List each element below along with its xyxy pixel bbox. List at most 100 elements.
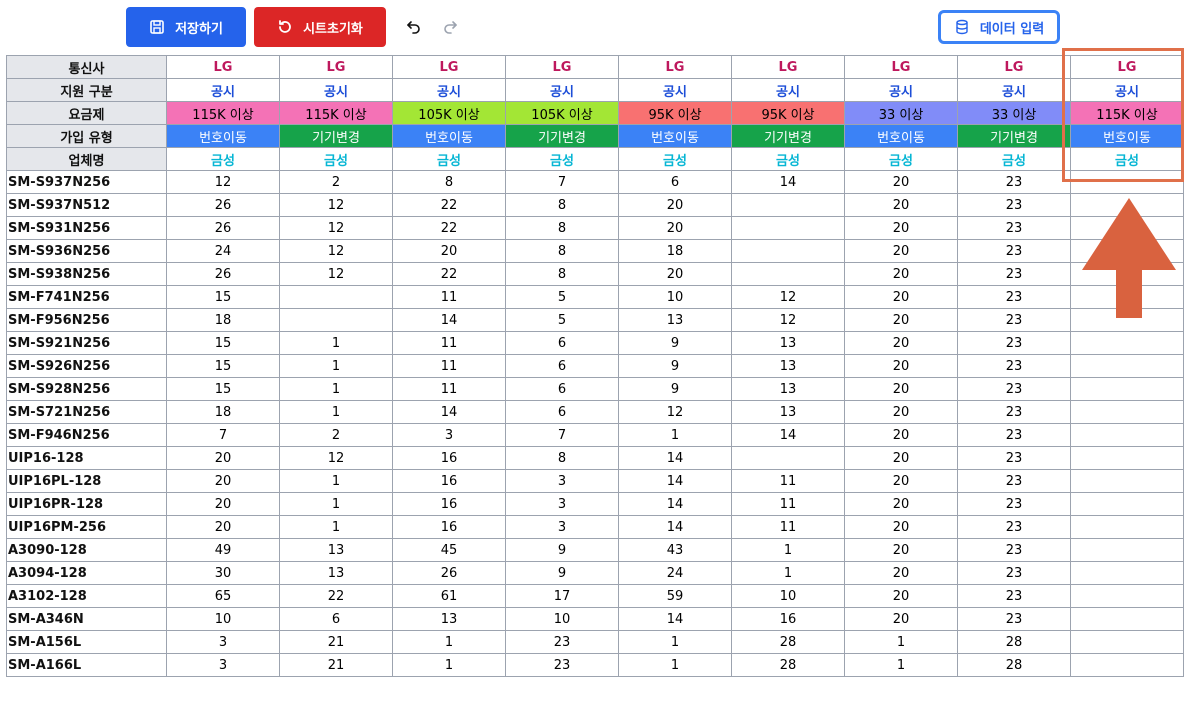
value-cell[interactable]: 16: [392, 515, 506, 539]
value-cell[interactable]: 23: [957, 216, 1071, 240]
value-cell[interactable]: 20: [844, 308, 958, 332]
carrier-cell[interactable]: LG: [731, 55, 845, 79]
value-cell[interactable]: 20: [844, 285, 958, 309]
value-cell[interactable]: 20: [392, 239, 506, 263]
value-cell[interactable]: 1: [279, 331, 393, 355]
value-cell[interactable]: [1070, 354, 1184, 378]
join-cell[interactable]: 번호이동: [1070, 124, 1184, 148]
value-cell[interactable]: 23: [957, 400, 1071, 424]
value-cell[interactable]: 3: [166, 630, 280, 654]
value-cell[interactable]: 16: [392, 469, 506, 493]
value-cell[interactable]: 23: [957, 308, 1071, 332]
value-cell[interactable]: 13: [279, 561, 393, 585]
join-cell[interactable]: 기기변경: [279, 124, 393, 148]
value-cell[interactable]: 1: [279, 354, 393, 378]
value-cell[interactable]: 20: [166, 515, 280, 539]
value-cell[interactable]: [1070, 400, 1184, 424]
value-cell[interactable]: 23: [957, 285, 1071, 309]
carrier-cell[interactable]: LG: [957, 55, 1071, 79]
model-name-cell[interactable]: UIP16PR-128: [6, 492, 167, 516]
value-cell[interactable]: 1: [279, 469, 393, 493]
vendor-cell[interactable]: 금성: [731, 147, 845, 171]
value-cell[interactable]: 23: [957, 515, 1071, 539]
value-cell[interactable]: 20: [844, 331, 958, 355]
join-cell[interactable]: 기기변경: [505, 124, 619, 148]
value-cell[interactable]: 14: [731, 423, 845, 447]
value-cell[interactable]: 1: [279, 377, 393, 401]
plan-cell[interactable]: 33 이상: [844, 101, 958, 125]
value-cell[interactable]: 24: [618, 561, 732, 585]
value-cell[interactable]: 12: [618, 400, 732, 424]
value-cell[interactable]: [1070, 377, 1184, 401]
value-cell[interactable]: 8: [505, 216, 619, 240]
value-cell[interactable]: 1: [392, 630, 506, 654]
model-name-cell[interactable]: A3094-128: [6, 561, 167, 585]
value-cell[interactable]: 26: [166, 193, 280, 217]
plan-cell[interactable]: 33 이상: [957, 101, 1071, 125]
value-cell[interactable]: 45: [392, 538, 506, 562]
value-cell[interactable]: 20: [844, 469, 958, 493]
value-cell[interactable]: 16: [392, 446, 506, 470]
model-name-cell[interactable]: SM-S721N256: [6, 400, 167, 424]
value-cell[interactable]: 49: [166, 538, 280, 562]
undo-icon[interactable]: [402, 14, 426, 38]
data-input-button[interactable]: 데이터 입력: [938, 10, 1060, 44]
value-cell[interactable]: 28: [731, 653, 845, 677]
value-cell[interactable]: 11: [392, 377, 506, 401]
value-cell[interactable]: [279, 285, 393, 309]
value-cell[interactable]: 23: [957, 170, 1071, 194]
plan-cell[interactable]: 95K 이상: [618, 101, 732, 125]
value-cell[interactable]: 9: [618, 377, 732, 401]
value-cell[interactable]: 8: [505, 239, 619, 263]
value-cell[interactable]: 20: [618, 216, 732, 240]
value-cell[interactable]: 11: [731, 492, 845, 516]
support-cell[interactable]: 공시: [279, 78, 393, 102]
value-cell[interactable]: 20: [844, 561, 958, 585]
value-cell[interactable]: 10: [618, 285, 732, 309]
value-cell[interactable]: 13: [731, 377, 845, 401]
value-cell[interactable]: [279, 308, 393, 332]
value-cell[interactable]: 7: [505, 170, 619, 194]
model-name-cell[interactable]: SM-S938N256: [6, 262, 167, 286]
model-name-cell[interactable]: UIP16-128: [6, 446, 167, 470]
plan-cell[interactable]: 115K 이상: [166, 101, 280, 125]
support-cell[interactable]: 공시: [731, 78, 845, 102]
carrier-cell[interactable]: LG: [279, 55, 393, 79]
value-cell[interactable]: 5: [505, 308, 619, 332]
value-cell[interactable]: 20: [844, 239, 958, 263]
value-cell[interactable]: 13: [392, 607, 506, 631]
join-cell[interactable]: 번호이동: [618, 124, 732, 148]
value-cell[interactable]: 11: [731, 469, 845, 493]
value-cell[interactable]: 28: [731, 630, 845, 654]
plan-cell[interactable]: 105K 이상: [505, 101, 619, 125]
join-cell[interactable]: 번호이동: [844, 124, 958, 148]
value-cell[interactable]: 20: [844, 446, 958, 470]
value-cell[interactable]: 24: [166, 239, 280, 263]
value-cell[interactable]: 26: [166, 262, 280, 286]
model-name-cell[interactable]: SM-A346N: [6, 607, 167, 631]
vendor-cell[interactable]: 금성: [505, 147, 619, 171]
value-cell[interactable]: 8: [505, 446, 619, 470]
carrier-cell[interactable]: LG: [166, 55, 280, 79]
value-cell[interactable]: 11: [392, 285, 506, 309]
model-name-cell[interactable]: SM-S937N256: [6, 170, 167, 194]
value-cell[interactable]: 28: [957, 630, 1071, 654]
value-cell[interactable]: [1070, 492, 1184, 516]
value-cell[interactable]: [731, 446, 845, 470]
carrier-cell[interactable]: LG: [844, 55, 958, 79]
value-cell[interactable]: 8: [505, 262, 619, 286]
model-name-cell[interactable]: SM-S926N256: [6, 354, 167, 378]
value-cell[interactable]: 1: [731, 561, 845, 585]
vendor-cell[interactable]: 금성: [957, 147, 1071, 171]
vendor-cell[interactable]: 금성: [618, 147, 732, 171]
value-cell[interactable]: 23: [957, 193, 1071, 217]
value-cell[interactable]: 12: [731, 285, 845, 309]
value-cell[interactable]: 21: [279, 630, 393, 654]
carrier-cell[interactable]: LG: [1070, 55, 1184, 79]
carrier-cell[interactable]: LG: [505, 55, 619, 79]
value-cell[interactable]: 65: [166, 584, 280, 608]
support-cell[interactable]: 공시: [1070, 78, 1184, 102]
value-cell[interactable]: [1070, 653, 1184, 677]
value-cell[interactable]: 1: [618, 653, 732, 677]
value-cell[interactable]: 23: [957, 239, 1071, 263]
